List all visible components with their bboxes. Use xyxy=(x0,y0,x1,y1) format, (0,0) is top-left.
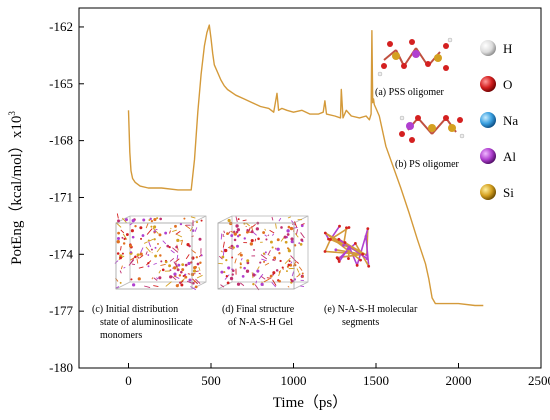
ps-oligomer-molecule-image xyxy=(399,115,465,143)
legend-label-al: Al xyxy=(503,149,516,164)
y-tick-label: -174 xyxy=(49,246,73,261)
y-axis: -162 -165 -168 -171 -174 -177 -180 xyxy=(49,19,84,375)
x-tick-label: 1500 xyxy=(363,373,389,388)
annotation-ps-oligomer: (b) PS oligomer xyxy=(395,159,460,170)
final-structure-box-image xyxy=(217,215,309,291)
legend-swatch-si xyxy=(480,184,496,200)
legend-label-o: O xyxy=(503,77,512,92)
annotation-pss-oligomer: (a) PSS oligomer xyxy=(375,87,445,98)
y-axis-title-group: PotEng（kcal/mol）x103 xyxy=(7,111,25,265)
annotation-final-structure: (d) Final structure of N-A-S-H Gel xyxy=(222,304,297,328)
legend-swatch-h xyxy=(480,40,496,56)
atom-legend: H O Na Al Si xyxy=(480,40,518,200)
x-tick-label: 0 xyxy=(125,373,132,388)
initial-distribution-box-image xyxy=(114,213,207,291)
series-line-potential-energy xyxy=(127,24,484,307)
pss-oligomer-molecule-image xyxy=(377,37,453,77)
y-tick-label: -168 xyxy=(49,133,73,148)
x-tick-label: 500 xyxy=(201,373,221,388)
legend-swatch-na xyxy=(480,112,496,128)
legend-swatch-o xyxy=(480,76,496,92)
y-axis-title-text: PotEng（kcal/mol）x10 xyxy=(8,116,25,265)
x-tick-label: 2500 xyxy=(528,373,550,388)
y-tick-label: -165 xyxy=(49,76,73,91)
annotation-initial-distribution: (c) Initial distribution state of alumin… xyxy=(92,304,195,341)
plot-frame xyxy=(78,7,542,369)
nash-segment-image xyxy=(323,224,371,268)
annotation-molecular-segments: (e) N-A-S-H molecular segments xyxy=(324,304,420,328)
x-axis-title: Time（ps） xyxy=(273,394,347,411)
legend-label-h: H xyxy=(503,41,512,56)
y-tick-label: -180 xyxy=(49,360,73,375)
y-axis-title-exponent: 3 xyxy=(7,111,17,116)
legend-label-si: Si xyxy=(503,185,514,200)
legend-swatch-al xyxy=(480,148,496,164)
y-axis-title: PotEng（kcal/mol）x103 xyxy=(7,111,25,265)
x-tick-label: 2000 xyxy=(446,373,472,388)
legend-label-na: Na xyxy=(503,113,518,128)
x-tick-label: 1000 xyxy=(281,373,307,388)
y-tick-label: -177 xyxy=(49,303,73,318)
x-axis: 0 500 1000 1500 2000 2500 xyxy=(125,363,550,388)
y-tick-label: -171 xyxy=(49,189,73,204)
y-tick-label: -162 xyxy=(49,19,73,34)
